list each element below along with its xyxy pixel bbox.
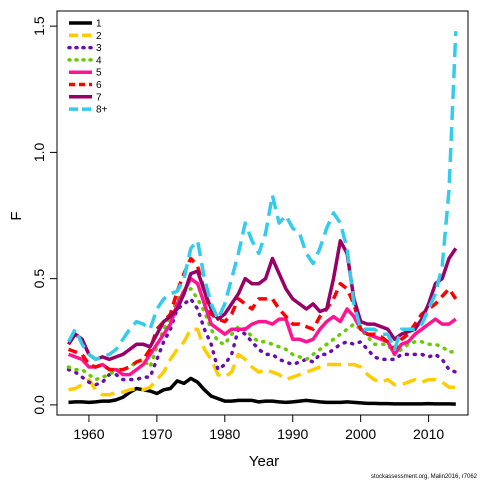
footnote: stockassessment.org, Malin2016, r7062 (371, 474, 478, 480)
x-tick-label: 2000 (345, 426, 376, 442)
series-line-3 (66, 297, 458, 387)
y-axis-title: F (8, 211, 25, 220)
y-tick-label: 0.5 (31, 269, 47, 289)
y-axis: 0.0 0.5 1.0 1.5 (31, 16, 58, 415)
series-line-8 (66, 31, 458, 362)
y-tick-label: 0.0 (31, 395, 47, 415)
series-line-6 (67, 256, 458, 372)
x-tick-label: 1970 (141, 426, 172, 442)
x-tick-label: 1990 (277, 426, 308, 442)
legend-label-7: 7 (96, 92, 102, 103)
legend-label-5: 5 (96, 68, 102, 79)
series-line-7 (67, 239, 458, 362)
x-tick-label: 2010 (413, 426, 444, 442)
series-layer (66, 31, 458, 406)
legend-label-6: 6 (96, 80, 102, 91)
legend-label-3: 3 (96, 43, 102, 54)
y-tick-label: 1.0 (31, 142, 47, 162)
x-axis-title: Year (249, 453, 279, 470)
x-tick-label: 1960 (73, 426, 104, 442)
legend-label-4: 4 (96, 55, 102, 66)
legend-label-2: 2 (96, 31, 102, 42)
x-tick-label: 1980 (209, 426, 240, 442)
series-line-4 (66, 287, 458, 382)
series-line-2 (68, 327, 456, 397)
x-axis: 1960 1970 1980 1990 2000 2010 (73, 414, 444, 442)
y-tick-label: 1.5 (31, 16, 47, 36)
legend-label-8: 8+ (96, 105, 108, 116)
legend-label-1: 1 (96, 19, 102, 30)
